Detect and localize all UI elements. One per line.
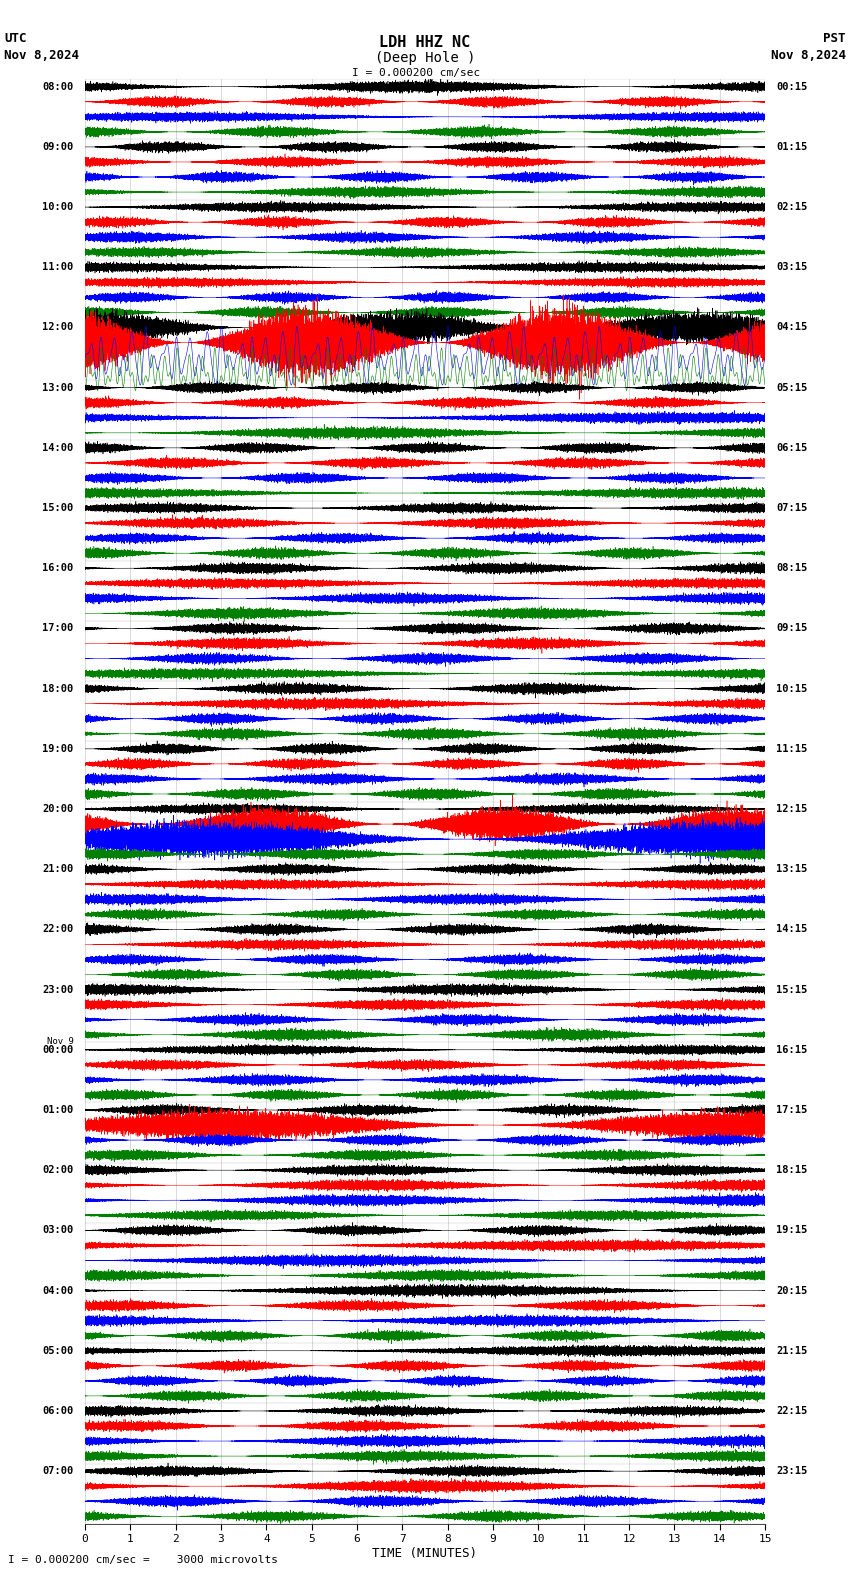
Text: 21:15: 21:15 [776,1346,808,1356]
Text: 10:15: 10:15 [776,684,808,694]
Text: 06:00: 06:00 [42,1407,74,1416]
Text: 16:00: 16:00 [42,564,74,573]
Text: 07:00: 07:00 [42,1467,74,1476]
Text: PST: PST [824,32,846,44]
Text: 07:15: 07:15 [776,504,808,513]
Text: 12:15: 12:15 [776,805,808,814]
Text: 19:15: 19:15 [776,1226,808,1236]
Text: LDH HHZ NC: LDH HHZ NC [379,35,471,49]
Text: I = 0.000200 cm/sec =    3000 microvolts: I = 0.000200 cm/sec = 3000 microvolts [8,1555,279,1565]
Text: 15:00: 15:00 [42,504,74,513]
Text: 03:00: 03:00 [42,1226,74,1236]
Text: Nov 8,2024: Nov 8,2024 [4,49,79,62]
Text: 04:00: 04:00 [42,1286,74,1296]
Text: 00:00: 00:00 [42,1045,74,1055]
Text: 11:00: 11:00 [42,263,74,272]
Text: 23:00: 23:00 [42,985,74,995]
Text: UTC: UTC [4,32,26,44]
Text: 14:00: 14:00 [42,444,74,453]
Text: 19:00: 19:00 [42,744,74,754]
Text: 11:15: 11:15 [776,744,808,754]
Text: 08:00: 08:00 [42,82,74,92]
Text: 23:15: 23:15 [776,1467,808,1476]
Text: 20:00: 20:00 [42,805,74,814]
Text: I = 0.000200 cm/sec: I = 0.000200 cm/sec [353,68,480,78]
Text: 01:00: 01:00 [42,1106,74,1115]
Text: 18:00: 18:00 [42,684,74,694]
Text: 13:15: 13:15 [776,865,808,874]
Text: 08:15: 08:15 [776,564,808,573]
Text: 09:15: 09:15 [776,624,808,634]
Text: 20:15: 20:15 [776,1286,808,1296]
Text: 12:00: 12:00 [42,323,74,333]
Text: 02:00: 02:00 [42,1166,74,1175]
Text: 04:15: 04:15 [776,323,808,333]
Text: 05:00: 05:00 [42,1346,74,1356]
Text: 06:15: 06:15 [776,444,808,453]
Text: 03:15: 03:15 [776,263,808,272]
Text: 15:15: 15:15 [776,985,808,995]
Text: 18:15: 18:15 [776,1166,808,1175]
Text: (Deep Hole ): (Deep Hole ) [375,51,475,65]
Text: 13:00: 13:00 [42,383,74,393]
Text: 09:00: 09:00 [42,143,74,152]
Text: 17:15: 17:15 [776,1106,808,1115]
Text: 02:15: 02:15 [776,203,808,212]
Text: Nov 9: Nov 9 [47,1038,74,1045]
Text: 14:15: 14:15 [776,925,808,935]
Text: 10:00: 10:00 [42,203,74,212]
Text: 22:15: 22:15 [776,1407,808,1416]
Text: Nov 8,2024: Nov 8,2024 [771,49,846,62]
Text: 01:15: 01:15 [776,143,808,152]
Text: 16:15: 16:15 [776,1045,808,1055]
X-axis label: TIME (MINUTES): TIME (MINUTES) [372,1548,478,1560]
Text: 17:00: 17:00 [42,624,74,634]
Text: 00:15: 00:15 [776,82,808,92]
Text: 22:00: 22:00 [42,925,74,935]
Text: 21:00: 21:00 [42,865,74,874]
Text: 05:15: 05:15 [776,383,808,393]
